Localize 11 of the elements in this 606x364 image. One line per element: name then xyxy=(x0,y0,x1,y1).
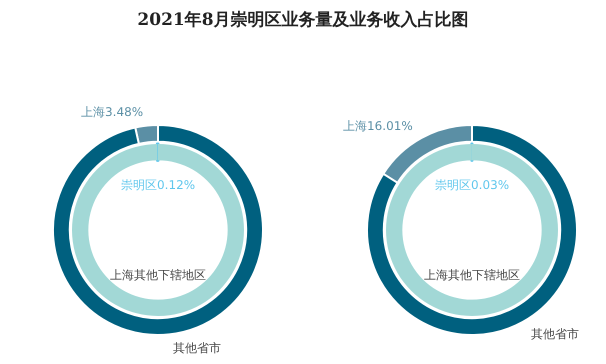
slice-label: 崇明区0.12% xyxy=(121,178,196,192)
slice-label: 崇明区0.03% xyxy=(435,178,510,192)
donut-slice xyxy=(72,144,244,316)
donut-slice xyxy=(52,124,264,336)
slice-label: 上海其他下辖地区 xyxy=(110,268,206,282)
text: 2021年8月崇明区业务量及业务收入占比图 xyxy=(136,9,470,31)
slice-label: 其他省市 xyxy=(531,327,579,341)
slice-label: 上海其他下辖地区 xyxy=(424,268,520,282)
slice-label: 其他省市 xyxy=(173,341,221,355)
slice-label: 上海16.01% xyxy=(343,119,413,133)
slice-label: 上海3.48% xyxy=(81,105,144,119)
